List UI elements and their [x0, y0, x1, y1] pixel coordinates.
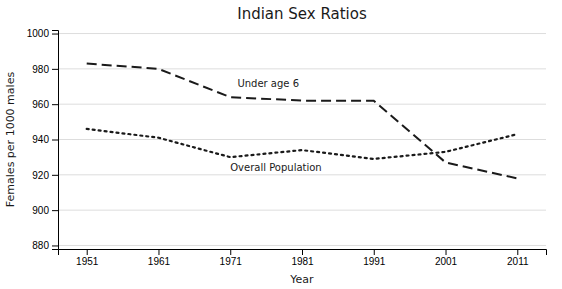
y-tick-label: 1000: [27, 28, 50, 39]
x-tick: 1951: [76, 249, 99, 267]
y-tick-mark: [52, 104, 58, 105]
y-tick: 1000: [27, 28, 58, 39]
plot-area: 1951 1961 1971 1981 1991 2001 2011 880 900 920 940…: [27, 28, 547, 267]
x-tick: 2011: [507, 249, 529, 267]
grid-line: [58, 245, 546, 246]
grid-line: [58, 104, 546, 105]
y-tick: 980: [32, 64, 58, 75]
x-tick-mark: [374, 249, 375, 255]
x-tick-label: 2001: [435, 256, 458, 267]
x-tick: 1961: [148, 249, 171, 267]
y-tick: 960: [32, 99, 58, 110]
y-tick: 880: [32, 240, 58, 251]
x-tick-label: 1981: [291, 256, 314, 267]
y-tick: 920: [32, 170, 58, 181]
x-axis-line: [59, 250, 547, 256]
y-tick-label: 940: [32, 134, 49, 145]
y-tick-label: 900: [32, 205, 49, 216]
y-tick-label: 880: [32, 240, 49, 251]
grid-line: [58, 174, 546, 175]
y-axis: 880 900 920 940 960 980 1000: [27, 28, 59, 251]
grid: [58, 34, 546, 246]
x-tick-label: 1991: [363, 256, 386, 267]
y-tick-mark: [52, 175, 58, 176]
series-line: [87, 129, 518, 159]
y-tick-mark: [52, 245, 58, 246]
chart-title: Indian Sex Ratios: [237, 5, 367, 23]
grid-line: [58, 139, 546, 140]
y-tick: 900: [32, 205, 58, 216]
y-tick-mark: [52, 69, 58, 70]
annotation: Overall Population: [230, 162, 321, 173]
lines: [87, 64, 518, 179]
y-tick-label: 980: [32, 64, 49, 75]
chart-svg: 1951 1961 1971 1981 1991 2001 2011 880 900 920 940…: [0, 0, 562, 289]
x-tick: 1981: [291, 249, 314, 267]
x-tick-mark: [446, 249, 447, 255]
x-tick: 1991: [363, 249, 386, 267]
x-axis-title: Year: [289, 273, 314, 286]
series-line: [87, 64, 518, 179]
x-tick-label: 1971: [220, 256, 243, 267]
y-axis-title: Females per 1000 males: [4, 72, 17, 208]
y-tick-mark: [52, 210, 58, 211]
x-tick-label: 1951: [76, 256, 99, 267]
y-tick-mark: [52, 140, 58, 141]
x-tick-mark: [517, 249, 518, 255]
grid-line: [58, 33, 546, 34]
x-tick-label: 2011: [507, 256, 529, 267]
x-tick-mark: [302, 249, 303, 255]
y-tick-mark: [52, 34, 58, 35]
x-tick: 1971: [220, 249, 243, 267]
x-tick-mark: [87, 249, 88, 255]
x-axis: 1951 1961 1971 1981 1991 2001 2011: [59, 249, 547, 267]
y-tick: 940: [32, 134, 58, 145]
x-tick: 2001: [435, 249, 458, 267]
grid-line: [58, 68, 546, 69]
x-tick-mark: [230, 249, 231, 255]
x-tick-mark: [158, 249, 159, 255]
x-tick-label: 1961: [148, 256, 171, 267]
annotation: Under age 6: [237, 78, 299, 89]
y-tick-label: 920: [32, 170, 49, 181]
chart-container: 1951 1961 1971 1981 1991 2001 2011 880 900 920 940…: [0, 0, 562, 289]
y-tick-label: 960: [32, 99, 49, 110]
y-axis-line: [52, 31, 59, 250]
grid-line: [58, 210, 546, 211]
